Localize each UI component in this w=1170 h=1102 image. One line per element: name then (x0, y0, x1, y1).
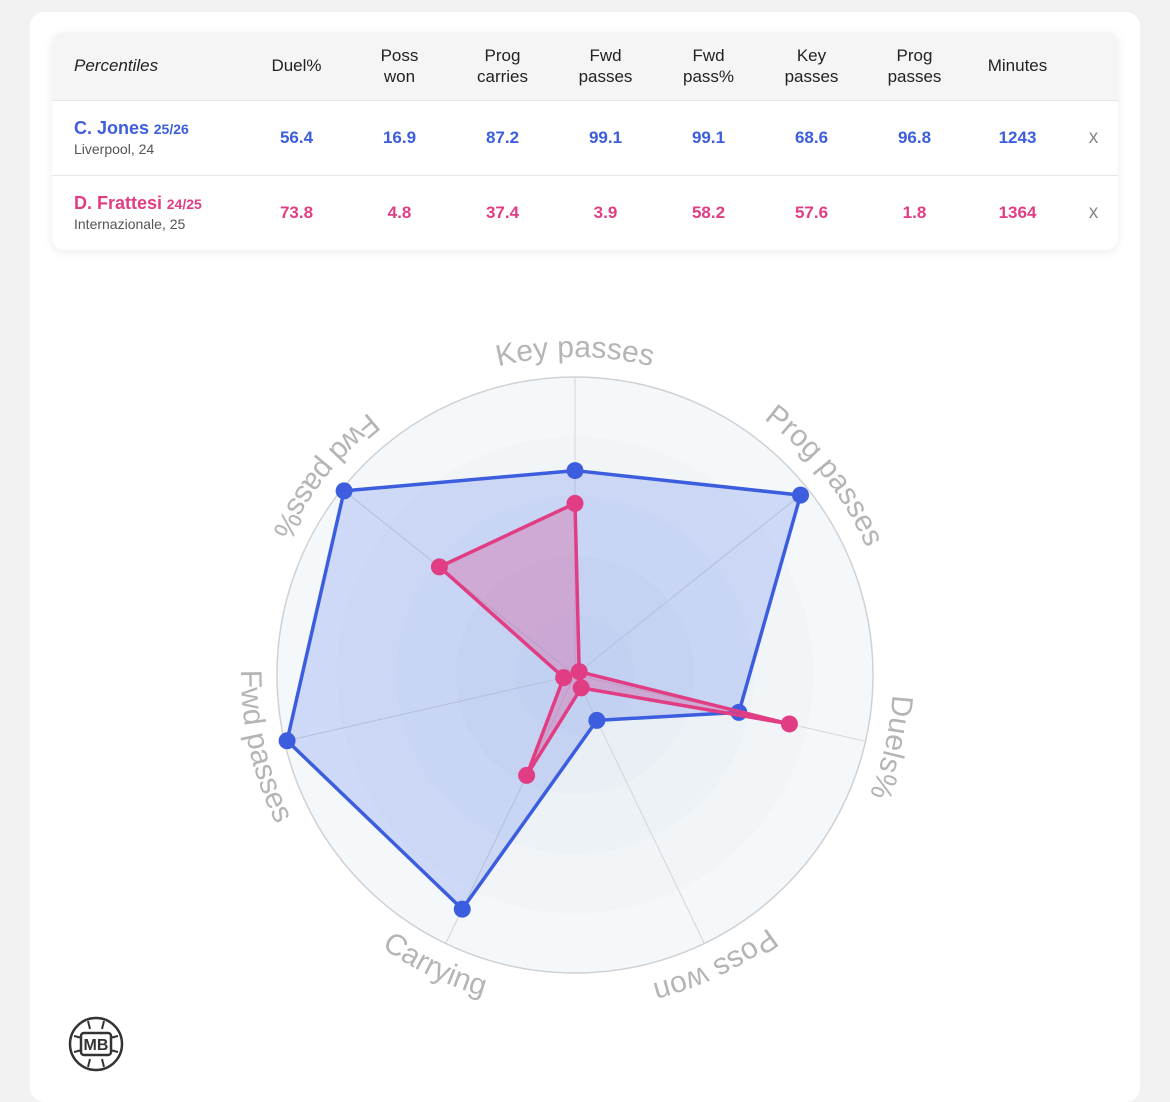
value-cell: 99.1 (691, 127, 726, 147)
radar-data-point (566, 462, 584, 480)
column-header-line: passes (887, 66, 942, 86)
column-header-line: passes (578, 66, 633, 86)
column-header[interactable]: Poss won (348, 32, 451, 100)
radar-data-point (566, 494, 584, 512)
column-header[interactable]: Fwd pass% (657, 32, 760, 100)
player-team: Liverpool, 24 (74, 141, 155, 157)
column-header-line: Prog (484, 45, 521, 65)
radar-series-area (437, 501, 792, 778)
radar-data-point (430, 558, 448, 576)
value-cell: 57.6 (794, 202, 829, 222)
radar-spoke (445, 674, 576, 944)
value-cell: 96.8 (897, 127, 932, 147)
player-team: Internazionale, 25 (74, 216, 186, 233)
logo-text: MB (84, 1037, 109, 1054)
value-cell: 99.1 (588, 127, 623, 147)
column-header-line: pass% (682, 66, 735, 86)
radar-data-point (570, 663, 588, 681)
percentiles-header: Percentiles (74, 56, 159, 76)
radar-data-point (588, 711, 606, 729)
player-cell: C. Jones 25/26 Liverpool, 24 (52, 100, 245, 175)
column-header-line: Key (796, 45, 827, 65)
radar-axis-label-text: Key passes (493, 331, 658, 373)
column-header[interactable]: Key passes (760, 32, 863, 100)
radar-data-point (555, 669, 573, 687)
radar-series-area (285, 468, 803, 911)
remove-player-button[interactable]: x (1088, 126, 1099, 148)
column-header-line: passes (784, 66, 839, 86)
value-cell: 16.9 (382, 127, 417, 147)
column-header-line: Fwd (692, 45, 725, 65)
player-name[interactable]: D. Frattesi (74, 193, 163, 214)
radar-spoke (574, 488, 809, 676)
value-cell: 73.8 (279, 202, 314, 222)
value-cell: 56.4 (279, 127, 314, 147)
value-cell: 4.8 (387, 202, 412, 222)
column-header-line: carries (476, 66, 528, 86)
column-header[interactable]: Prog carries (451, 32, 554, 100)
radar-data-point (572, 679, 590, 697)
minutes-cell: 1243 (998, 127, 1037, 147)
remove-player-button[interactable]: x (1088, 201, 1099, 223)
radar-data-point (518, 766, 536, 784)
radar-data-point (335, 482, 353, 500)
column-header-line: Poss (380, 45, 419, 65)
percentile-table: Percentiles Duel% Poss won Prog carries Fw… (52, 32, 1118, 250)
player-cell: D. Frattesi 24/25 Internazionale, 25 (52, 175, 245, 250)
radar-data-point (453, 900, 471, 918)
value-cell: 37.4 (485, 202, 520, 222)
minutes-cell: 1364 (998, 202, 1037, 222)
radar-data-point (780, 715, 798, 733)
column-header[interactable]: Fwd passes (554, 32, 657, 100)
value-cell: 58.2 (691, 202, 726, 222)
player-season: 24/25 (166, 196, 202, 213)
column-header[interactable]: Minutes (966, 32, 1069, 100)
player-season: 25/26 (153, 121, 189, 137)
column-header-line: won (383, 66, 416, 86)
radar-spoke (284, 674, 576, 742)
football-logo-icon: MB (68, 1016, 124, 1072)
value-cell: 3.9 (593, 202, 618, 222)
column-header[interactable]: Duel% (245, 32, 348, 100)
player-name[interactable]: C. Jones (74, 118, 150, 138)
table-row: C. Jones 25/26 Liverpool, 24 56.4 16.9 8… (52, 100, 1118, 175)
column-header-line: Minutes (987, 56, 1048, 76)
radar-data-point (792, 486, 810, 504)
value-cell: 68.6 (794, 127, 829, 147)
radar-data-point (278, 732, 296, 750)
column-header-line: Fwd (589, 45, 622, 65)
table-row: D. Frattesi 24/25 Internazionale, 25 73.… (52, 175, 1118, 250)
radar-axis-label: Key passes (493, 331, 658, 373)
table-header-row: Percentiles Duel% Poss won Prog carries Fw… (52, 32, 1118, 100)
column-header-line: Prog (896, 45, 933, 65)
column-header[interactable]: Prog passes (863, 32, 966, 100)
value-cell: 1.8 (902, 202, 927, 222)
column-header-line: Duel% (271, 56, 322, 76)
value-cell: 87.2 (485, 127, 520, 147)
